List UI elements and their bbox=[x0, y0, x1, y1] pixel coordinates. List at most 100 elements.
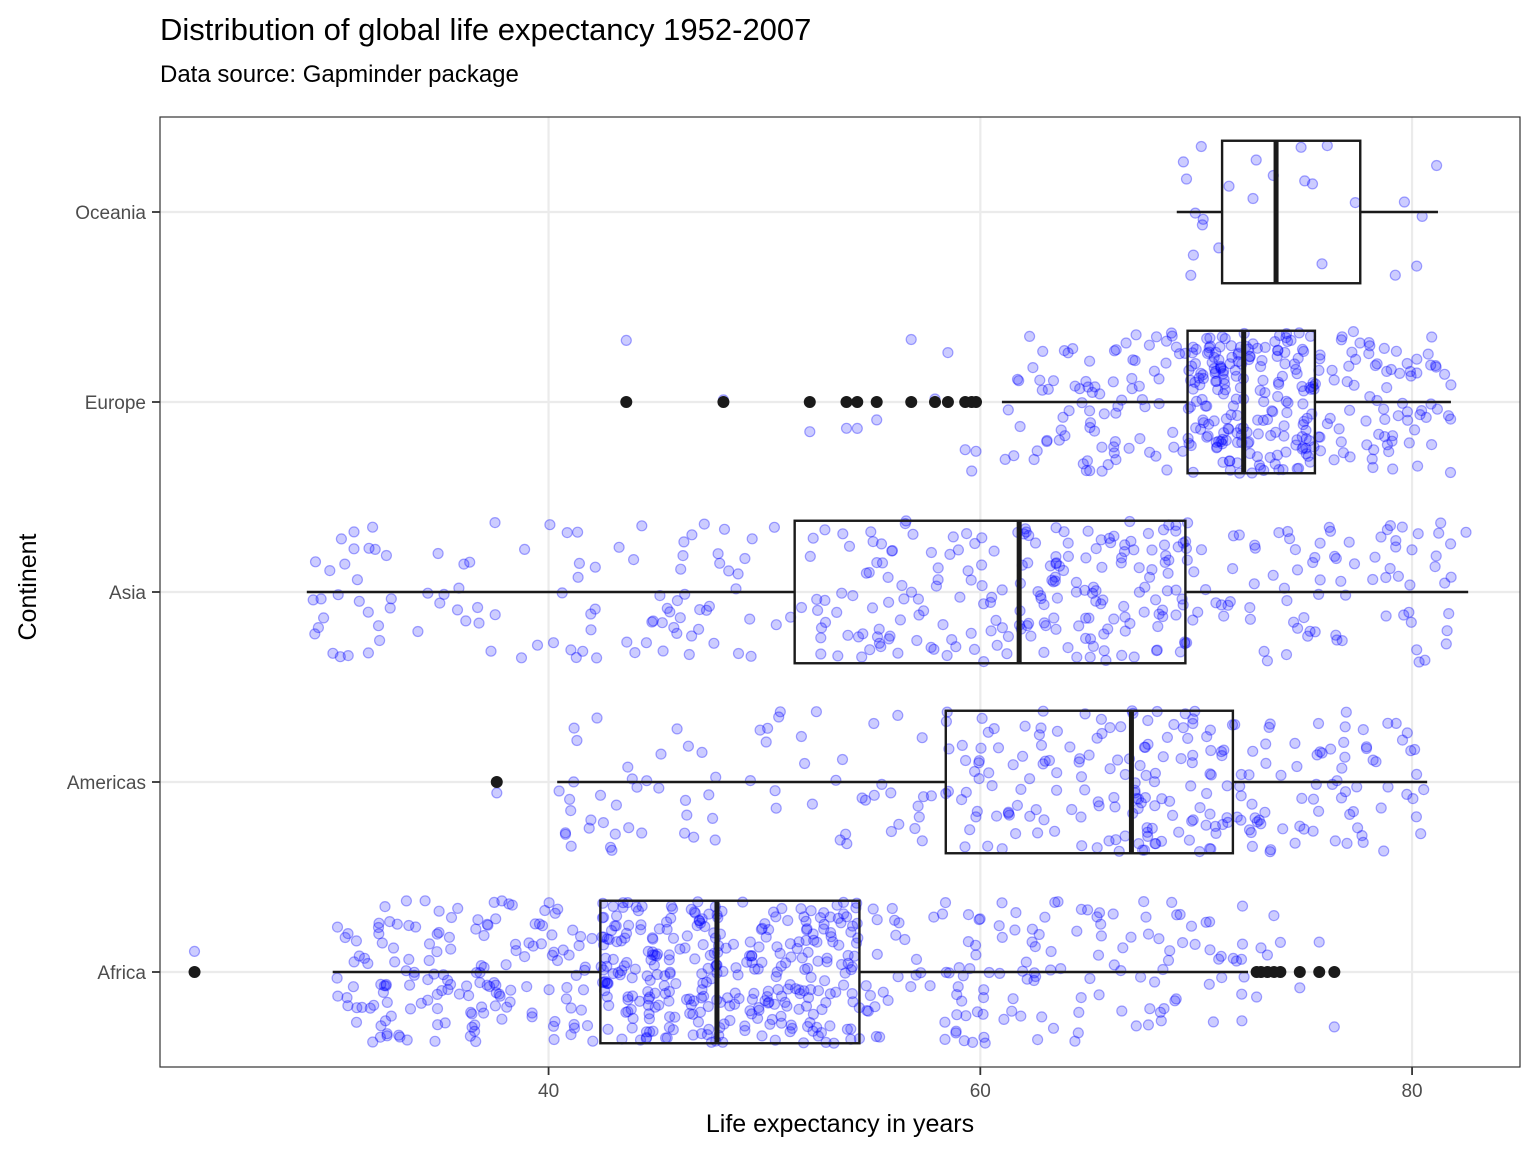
data-point bbox=[1370, 756, 1382, 768]
data-point bbox=[1109, 436, 1121, 448]
data-point bbox=[1354, 337, 1366, 349]
data-point bbox=[630, 901, 642, 913]
data-point bbox=[977, 1008, 989, 1020]
data-point bbox=[965, 627, 977, 639]
data-point bbox=[342, 927, 354, 940]
data-point bbox=[1095, 713, 1108, 725]
data-point bbox=[770, 802, 782, 814]
data-point bbox=[385, 1010, 397, 1022]
data-point bbox=[756, 922, 768, 935]
data-point bbox=[1426, 331, 1438, 343]
data-point bbox=[1225, 340, 1237, 352]
data-point bbox=[1329, 835, 1341, 847]
data-point bbox=[1210, 375, 1223, 387]
data-point bbox=[678, 536, 690, 548]
data-point bbox=[1422, 348, 1434, 360]
data-point bbox=[684, 1007, 696, 1020]
data-point bbox=[685, 999, 697, 1011]
data-point bbox=[1380, 571, 1392, 584]
data-point bbox=[659, 1032, 672, 1044]
data-point bbox=[846, 961, 858, 973]
outlier-point bbox=[840, 396, 853, 408]
data-point bbox=[994, 967, 1006, 980]
data-point bbox=[1289, 837, 1301, 849]
data-point bbox=[1361, 439, 1373, 451]
data-point bbox=[590, 652, 603, 664]
data-point bbox=[1278, 420, 1290, 432]
data-point bbox=[1251, 451, 1264, 463]
outlier-point bbox=[1274, 966, 1287, 978]
data-point bbox=[463, 989, 475, 1002]
data-point bbox=[925, 790, 938, 802]
data-point bbox=[1347, 805, 1360, 818]
data-point bbox=[533, 918, 546, 930]
data-point bbox=[1167, 426, 1179, 438]
data-point bbox=[488, 896, 500, 909]
data-point bbox=[665, 912, 677, 924]
data-point bbox=[816, 1003, 828, 1016]
data-point bbox=[1201, 730, 1213, 743]
data-point bbox=[1048, 612, 1060, 624]
data-point bbox=[766, 1013, 778, 1026]
data-point bbox=[982, 840, 994, 852]
data-point bbox=[431, 1002, 444, 1015]
data-point bbox=[875, 538, 888, 550]
data-point bbox=[1236, 988, 1248, 1000]
data-point bbox=[1038, 617, 1050, 629]
data-point bbox=[1120, 337, 1132, 349]
data-point bbox=[962, 935, 975, 948]
data-point bbox=[642, 985, 654, 998]
data-point bbox=[401, 1034, 413, 1046]
data-point bbox=[746, 533, 758, 545]
data-point bbox=[867, 903, 879, 915]
data-point bbox=[1083, 405, 1096, 417]
data-point bbox=[549, 1015, 561, 1028]
data-point bbox=[1113, 845, 1125, 857]
data-point bbox=[603, 933, 615, 946]
data-point bbox=[1401, 727, 1413, 739]
data-point bbox=[596, 931, 608, 943]
data-point bbox=[960, 786, 972, 798]
data-point bbox=[1297, 398, 1309, 410]
x-tick-label: 40 bbox=[538, 1081, 559, 1102]
data-point bbox=[1052, 896, 1064, 908]
data-point bbox=[1174, 908, 1186, 921]
data-point bbox=[1049, 571, 1061, 583]
data-point bbox=[1149, 594, 1162, 606]
data-point bbox=[1296, 343, 1309, 355]
data-point bbox=[559, 827, 572, 839]
data-point bbox=[873, 637, 886, 649]
data-point bbox=[1445, 379, 1457, 391]
data-point bbox=[565, 644, 577, 656]
data-point bbox=[814, 911, 827, 924]
data-point bbox=[691, 919, 703, 932]
data-point bbox=[1134, 759, 1146, 772]
data-point bbox=[1259, 341, 1271, 353]
data-point bbox=[1208, 362, 1220, 375]
data-point bbox=[956, 739, 968, 752]
data-point bbox=[1095, 534, 1107, 546]
data-point bbox=[1217, 433, 1229, 445]
data-point bbox=[350, 935, 362, 947]
data-point bbox=[1390, 717, 1402, 730]
data-point bbox=[1023, 330, 1036, 342]
outlier-point bbox=[803, 396, 816, 408]
data-point bbox=[1185, 780, 1197, 792]
data-point bbox=[1235, 768, 1247, 781]
data-point bbox=[1098, 408, 1110, 420]
data-point bbox=[636, 520, 648, 532]
data-point bbox=[811, 936, 823, 948]
data-point bbox=[737, 896, 749, 908]
data-point bbox=[1011, 373, 1024, 385]
data-point bbox=[1213, 354, 1225, 366]
data-point bbox=[1207, 1016, 1220, 1028]
data-point bbox=[1229, 718, 1241, 731]
data-point bbox=[601, 991, 613, 1003]
data-point bbox=[1146, 563, 1158, 576]
data-point bbox=[1072, 1027, 1084, 1039]
data-point bbox=[851, 422, 863, 434]
data-point bbox=[1190, 395, 1203, 407]
data-point bbox=[1198, 417, 1210, 429]
data-point bbox=[718, 523, 731, 535]
data-point bbox=[1251, 816, 1263, 828]
